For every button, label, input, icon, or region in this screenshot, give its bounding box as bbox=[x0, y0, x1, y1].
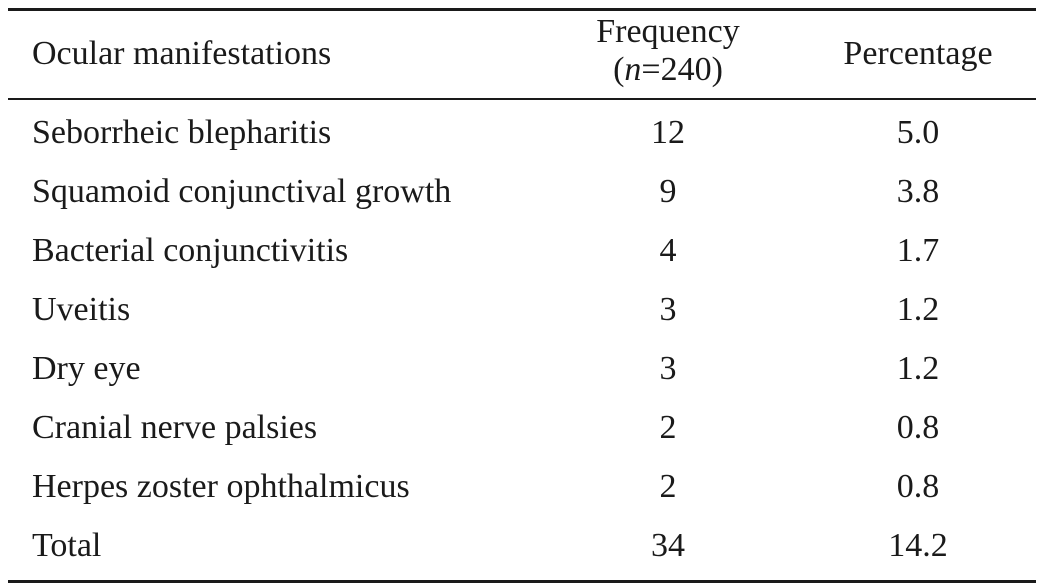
table-row: Seborrheic blepharitis 12 5.0 bbox=[8, 104, 1036, 163]
header-ocular-manifestations: Ocular manifestations bbox=[32, 35, 332, 72]
table-body: Seborrheic blepharitis 12 5.0 Squamoid c… bbox=[8, 100, 1036, 580]
row-frequency: 34 bbox=[651, 526, 685, 564]
row-percentage: 1.2 bbox=[896, 349, 940, 387]
row-percentage: 1.7 bbox=[896, 231, 940, 269]
row-frequency: 2 bbox=[659, 408, 677, 446]
row-frequency: 2 bbox=[659, 467, 677, 505]
row-percentage: 0.8 bbox=[896, 408, 940, 446]
header-frequency: Frequency (n=240) bbox=[508, 13, 828, 89]
row-label: Cranial nerve palsies bbox=[32, 408, 318, 446]
row-label: Bacterial conjunctivitis bbox=[32, 231, 349, 269]
header-frequency-line1: Frequency bbox=[596, 13, 740, 50]
bottom-rule bbox=[8, 579, 1036, 583]
row-label: Dry eye bbox=[32, 349, 141, 387]
row-percentage: 14.2 bbox=[888, 526, 948, 564]
header-n-value: =240) bbox=[641, 51, 723, 88]
table-row-total: Total 34 14.2 bbox=[8, 517, 1036, 576]
header-percentage: Percentage bbox=[843, 35, 993, 72]
header-frequency-line2: (n=240) bbox=[508, 51, 828, 89]
row-label: Total bbox=[32, 526, 102, 564]
table-row: Dry eye 3 1.2 bbox=[8, 340, 1036, 399]
row-percentage: 0.8 bbox=[896, 467, 940, 505]
row-frequency: 3 bbox=[659, 290, 677, 328]
row-percentage: 3.8 bbox=[896, 172, 940, 210]
header-n-open: ( bbox=[613, 51, 625, 88]
row-label: Herpes zoster ophthalmicus bbox=[32, 467, 410, 505]
row-percentage: 5.0 bbox=[896, 113, 940, 151]
header-n-variable: n bbox=[624, 51, 642, 88]
table-row: Herpes zoster ophthalmicus 2 0.8 bbox=[8, 458, 1036, 517]
row-label: Uveitis bbox=[32, 290, 131, 328]
ocular-manifestations-table: Ocular manifestations Frequency (n=240) … bbox=[8, 8, 1036, 583]
row-frequency: 3 bbox=[659, 349, 677, 387]
table-row: Bacterial conjunctivitis 4 1.7 bbox=[8, 222, 1036, 281]
row-frequency: 12 bbox=[651, 113, 685, 151]
row-frequency: 4 bbox=[659, 231, 677, 269]
row-label: Squamoid conjunctival growth bbox=[32, 172, 452, 210]
row-label: Seborrheic blepharitis bbox=[32, 113, 332, 151]
row-frequency: 9 bbox=[659, 172, 677, 210]
table-header-row: Ocular manifestations Frequency (n=240) … bbox=[8, 11, 1036, 98]
top-rule bbox=[8, 8, 1036, 11]
header-rule bbox=[8, 98, 1036, 100]
table-row: Squamoid conjunctival growth 9 3.8 bbox=[8, 163, 1036, 222]
row-percentage: 1.2 bbox=[896, 290, 940, 328]
table-row: Uveitis 3 1.2 bbox=[8, 281, 1036, 340]
table-row: Cranial nerve palsies 2 0.8 bbox=[8, 399, 1036, 458]
